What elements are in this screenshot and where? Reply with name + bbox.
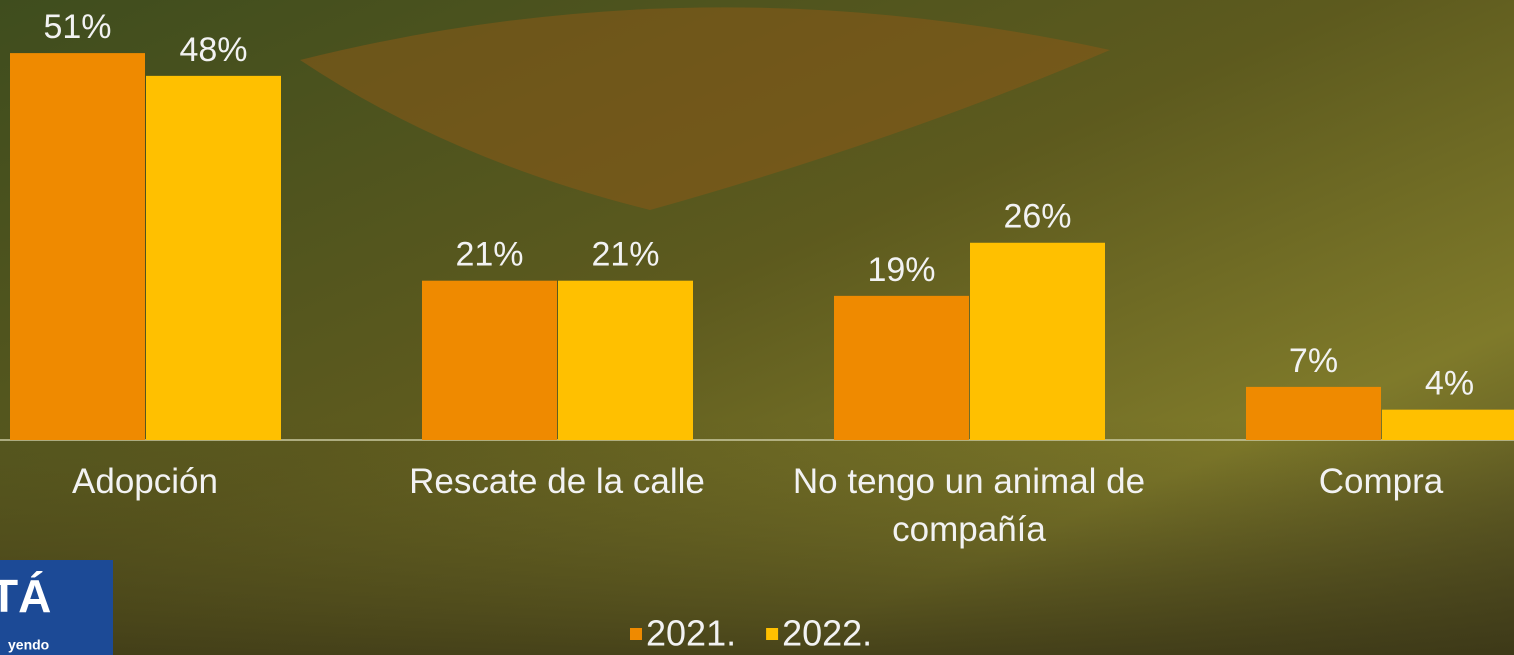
x-tick-label: No tengo un animal de compañía — [769, 458, 1169, 554]
x-tick-label: Adopción — [0, 458, 345, 506]
x-tick-label: Rescate de la calle — [357, 458, 757, 506]
data-label: 51% — [43, 8, 111, 46]
bar — [10, 53, 145, 440]
bar — [1382, 410, 1514, 440]
x-tick-label-box: No tengo un animal de compañía — [769, 458, 1169, 558]
data-label: 7% — [1289, 342, 1338, 380]
data-label: 26% — [1003, 198, 1071, 236]
data-label: 48% — [179, 31, 247, 69]
bar — [558, 281, 693, 440]
bar — [834, 296, 969, 440]
data-label: 21% — [591, 236, 659, 274]
bar — [146, 76, 281, 440]
bar — [1246, 387, 1381, 440]
bar — [422, 281, 557, 440]
x-tick-label-box: Adopción — [0, 458, 345, 558]
chart: TÁ yendo 51% 48% Adopción 21% 21% Rescate de … — [0, 0, 1514, 655]
logo-subtext: yendo — [8, 637, 49, 653]
legend-swatch — [630, 628, 642, 640]
legend-label: 2021. — [646, 613, 736, 654]
logo-text: TÁ — [0, 570, 51, 622]
data-label: 4% — [1425, 365, 1474, 403]
x-tick-label-box: Rescate de la calle — [357, 458, 757, 558]
data-label: 21% — [455, 236, 523, 274]
x-tick-label-box: Compra — [1181, 458, 1514, 558]
legend-label: 2022. — [782, 613, 872, 654]
data-label: 19% — [867, 251, 935, 289]
legend-swatch — [766, 628, 778, 640]
page: TÁ yendo 51% 48% Adopción 21% 21% Rescate de … — [0, 0, 1514, 655]
x-tick-label: Compra — [1181, 458, 1514, 506]
bar — [970, 243, 1105, 440]
